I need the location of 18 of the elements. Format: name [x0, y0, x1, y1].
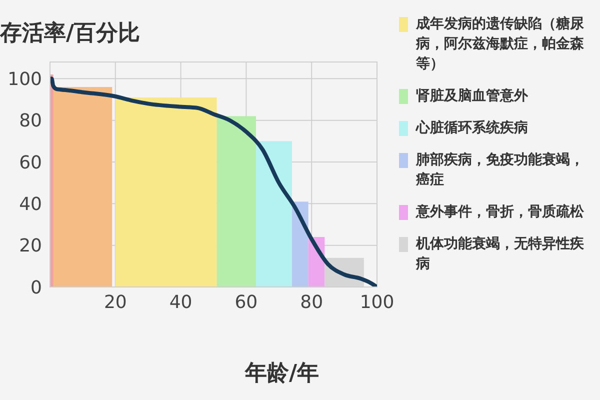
- legend-label: 意外事件，骨折，骨质疏松: [416, 202, 584, 222]
- x-tick-label: 80: [300, 292, 324, 313]
- legend-label: 肾脏及脑血管意外: [416, 87, 528, 106]
- x-tick-label: 20: [104, 292, 127, 313]
- legend-label: 成年发病的遗传缺陷（糖尿病，阿尔兹海默症，帕金森等）: [416, 15, 585, 74]
- y-tick-label: 40: [19, 194, 42, 216]
- y-tick-label: 20: [19, 236, 42, 257]
- y-tick-label: 80: [19, 110, 42, 132]
- legend-label: 肺部疾病，免疫功能衰竭，癌症: [416, 150, 585, 190]
- x-tick-label: 40: [169, 292, 192, 313]
- legend-label: 心脏循环系统疾病: [416, 118, 528, 138]
- y-tick-label: 0: [30, 277, 42, 298]
- x-tick-label: 100: [360, 292, 394, 313]
- y-tick-label: 60: [19, 152, 42, 174]
- x-tick-label: 60: [234, 292, 258, 313]
- x-axis-title: 年龄/年: [245, 360, 320, 388]
- legend-label: 机体功能衰竭，无特异性疾病: [416, 234, 585, 274]
- y-tick-label: 100: [8, 69, 42, 90]
